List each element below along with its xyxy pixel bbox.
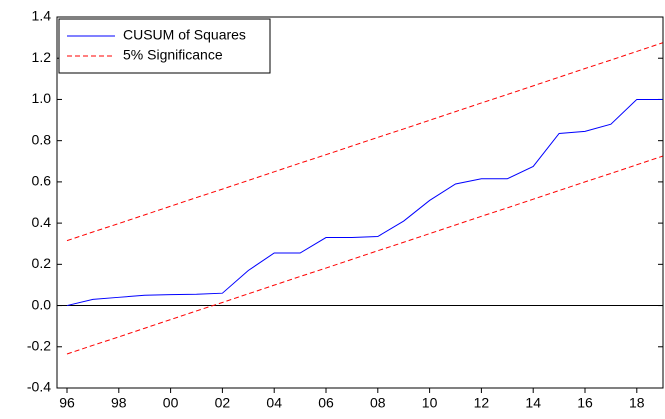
- y-tick-label: 1.4: [32, 8, 52, 24]
- x-tick-label: 04: [266, 395, 282, 411]
- legend-box: [58, 18, 271, 74]
- y-tick-label: -0.4: [27, 379, 51, 395]
- x-tick-label: 12: [474, 395, 490, 411]
- plot-frame: [56, 16, 664, 389]
- y-tick-label: -0.2: [27, 337, 51, 353]
- x-tick-label: 14: [525, 395, 541, 411]
- legend-label: 5% Significance: [123, 47, 223, 63]
- x-tick-label: 16: [577, 395, 593, 411]
- legend-label: CUSUM of Squares: [123, 27, 246, 43]
- series-line: [66, 42, 663, 242]
- x-tick-label: 10: [422, 395, 438, 411]
- x-tick-label: 08: [370, 395, 386, 411]
- series-line: [66, 98, 663, 307]
- y-tick-label: 1.0: [32, 90, 52, 106]
- y-tick-label: 0.8: [32, 131, 52, 147]
- y-tick-label: 0.4: [32, 214, 52, 230]
- x-tick-label: 02: [215, 395, 231, 411]
- x-tick-label: 00: [163, 395, 179, 411]
- x-tick-label: 96: [59, 395, 75, 411]
- x-tick-label: 98: [111, 395, 127, 411]
- x-tick-label: 18: [629, 395, 645, 411]
- series-line: [66, 155, 663, 355]
- y-tick-label: 1.2: [32, 49, 52, 65]
- y-tick-label: 0.2: [32, 255, 52, 271]
- x-tick-label: 06: [318, 395, 334, 411]
- y-tick-label: 0.0: [32, 296, 52, 312]
- y-tick-label: 0.6: [32, 173, 52, 189]
